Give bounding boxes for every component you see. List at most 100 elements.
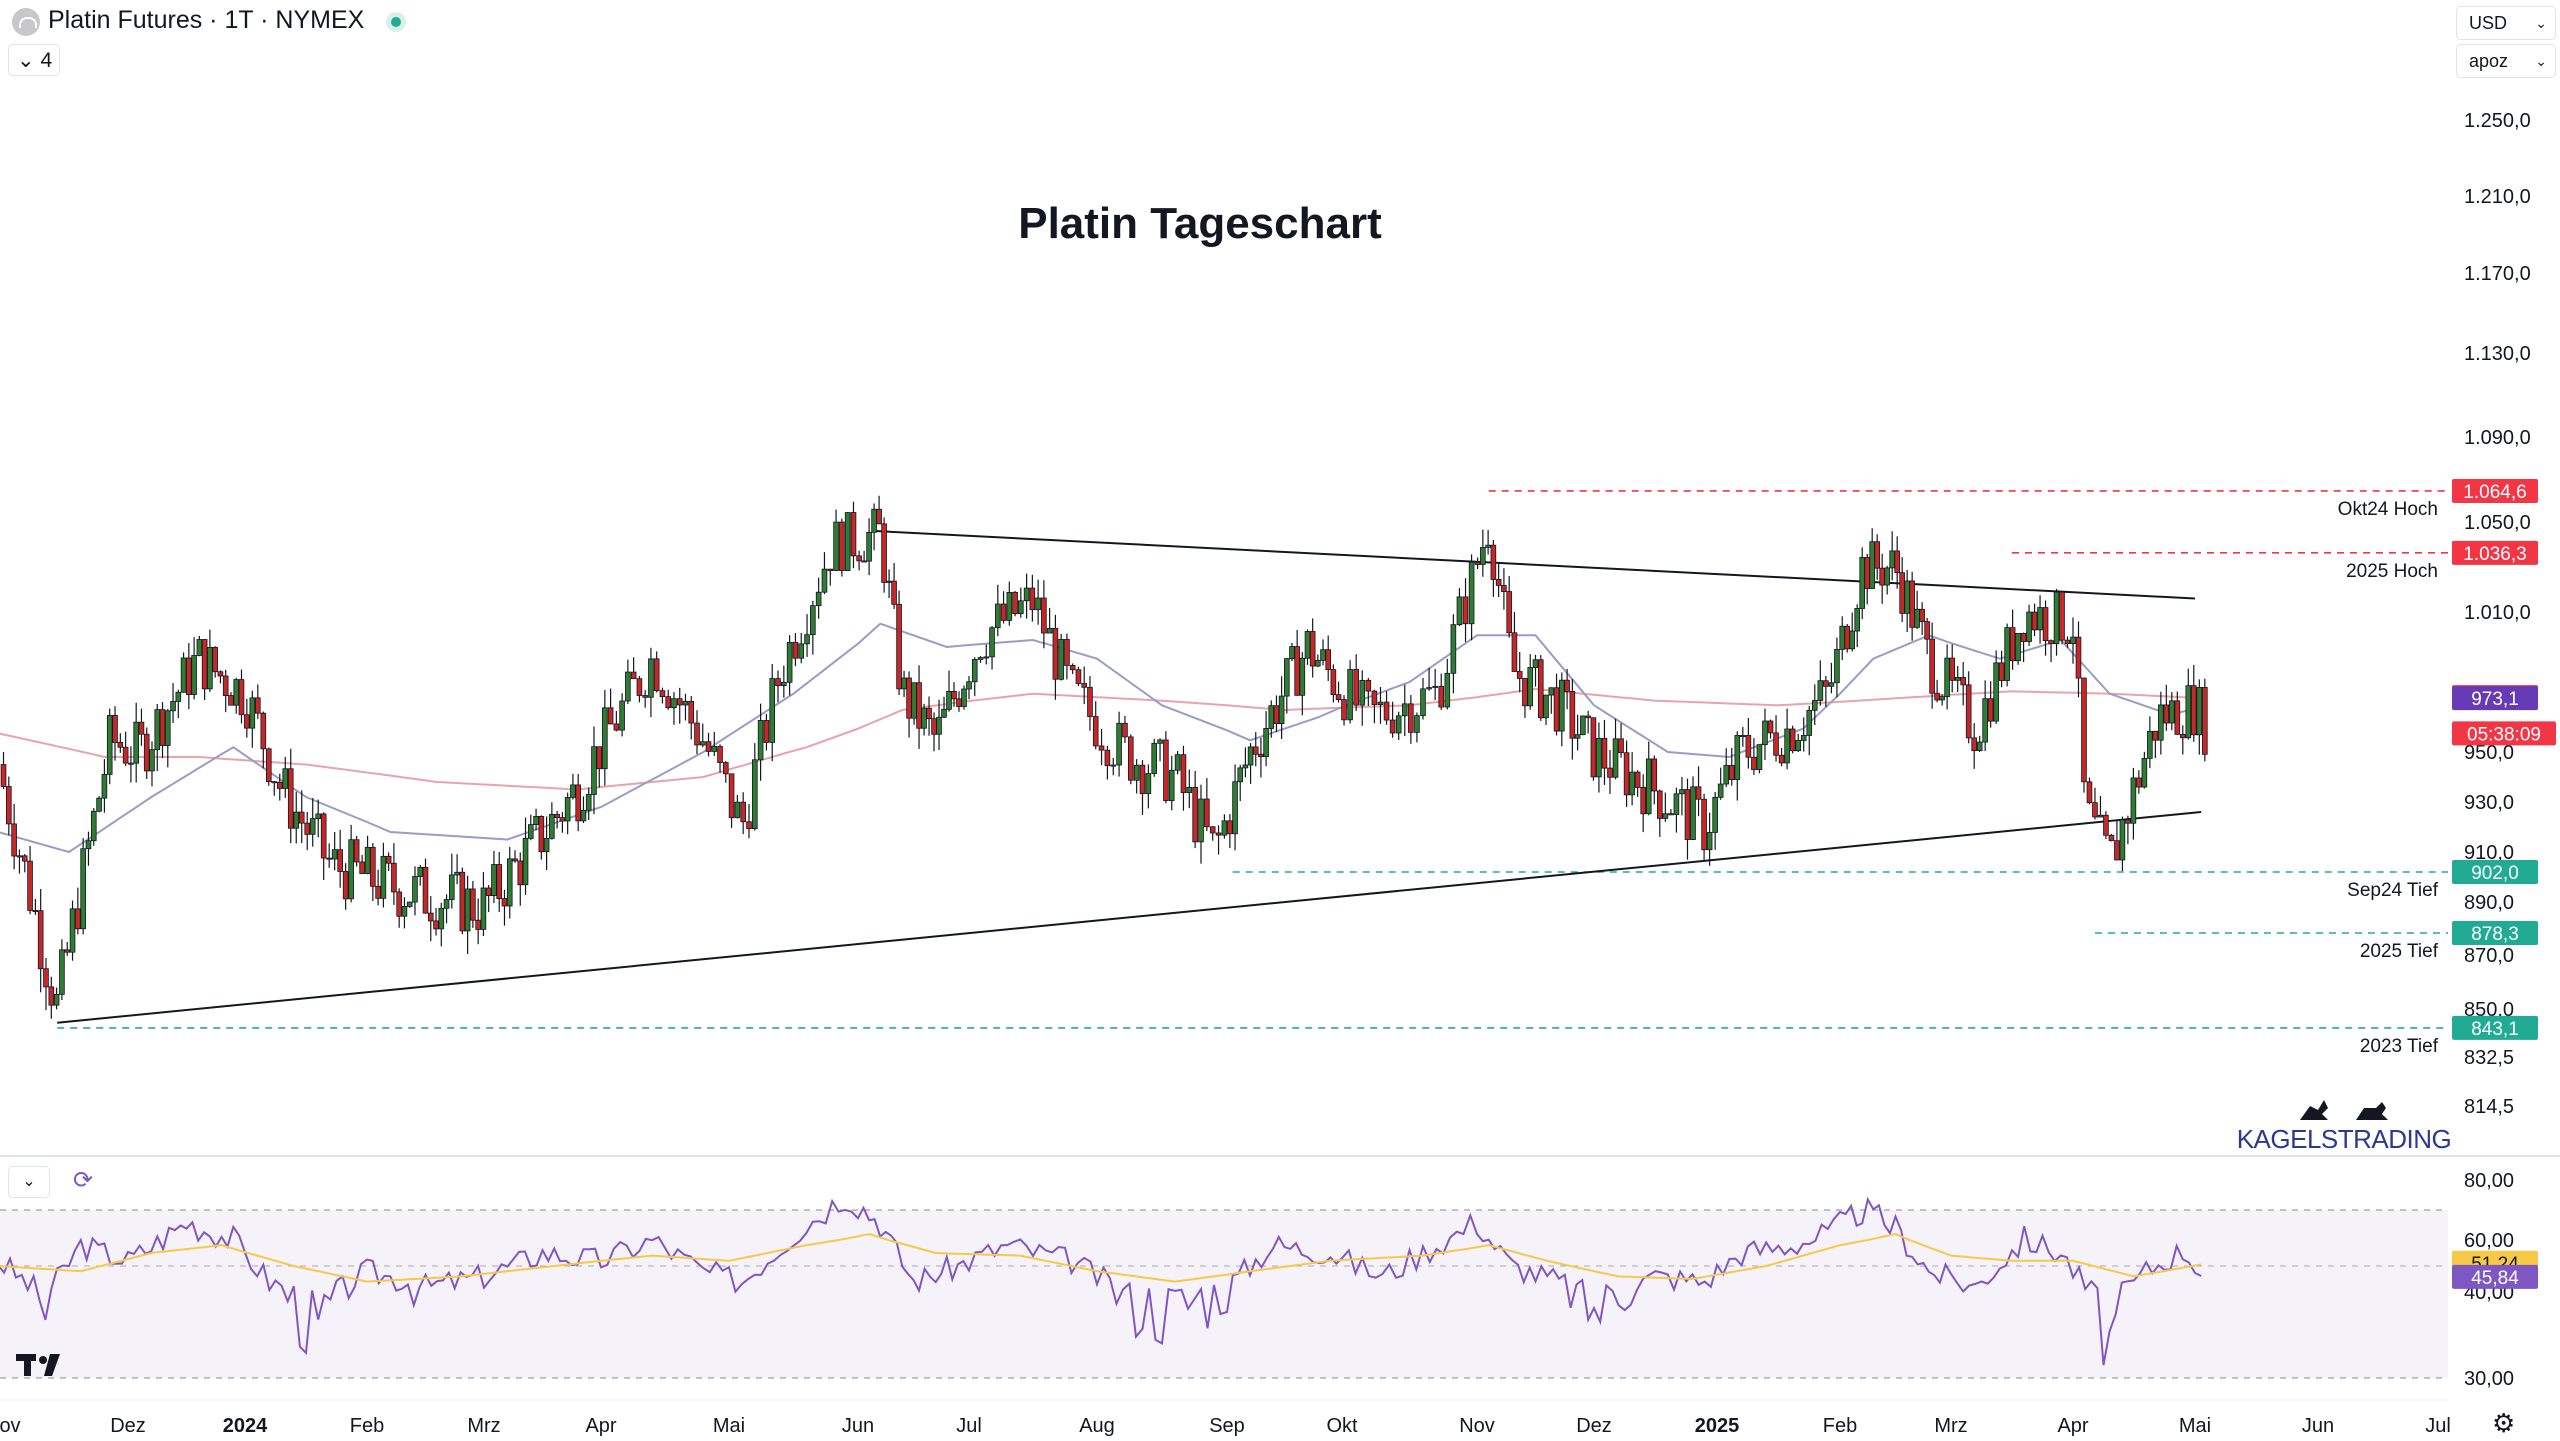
candle — [619, 700, 625, 731]
symbol-title[interactable]: Platin Futures · 1T · NYMEX — [48, 6, 365, 34]
candle — [2004, 627, 2010, 681]
candle — [1849, 630, 1856, 650]
candle — [1543, 694, 1549, 719]
candle — [591, 746, 597, 795]
candle — [2059, 591, 2065, 641]
scale-mode-select[interactable]: apoz ⌄ — [2456, 44, 2556, 78]
candle — [688, 700, 695, 724]
candle — [850, 512, 857, 557]
candle — [1377, 701, 1384, 705]
candle — [11, 823, 17, 857]
candle — [891, 580, 897, 605]
lower-trendline[interactable] — [57, 811, 2202, 1024]
candle — [1341, 699, 1347, 721]
candle — [1204, 798, 1210, 828]
candle — [717, 746, 723, 763]
candle — [636, 678, 643, 696]
candle — [1723, 765, 1730, 785]
candle — [1506, 591, 1512, 634]
candle — [2015, 632, 2021, 662]
bull-icon — [2300, 1100, 2328, 1120]
refresh-icon[interactable]: ⟳ — [72, 1167, 94, 1194]
ma-value-badge — [2452, 686, 2538, 711]
rsi-y-tick-label: 30,00 — [2464, 1368, 2514, 1390]
candle — [1909, 580, 1915, 628]
candle — [2136, 777, 2142, 788]
candle — [1480, 547, 1486, 565]
tradingview-logo[interactable] — [16, 1352, 66, 1380]
x-tick-label: Dez — [110, 1415, 146, 1437]
candle — [1828, 682, 1835, 687]
candle — [2114, 840, 2120, 861]
candle — [699, 741, 706, 746]
candle — [501, 898, 508, 907]
candle — [1426, 687, 1432, 690]
candle — [951, 690, 957, 700]
candle — [1976, 741, 1983, 751]
indicators-collapse-button[interactable]: ⌄ 4 — [8, 44, 60, 76]
candle — [16, 855, 23, 858]
candle — [911, 682, 917, 719]
candle — [1330, 669, 1337, 696]
candle — [2042, 607, 2049, 642]
upper-trendline[interactable] — [874, 530, 2196, 600]
candle — [916, 682, 922, 729]
candle — [1029, 587, 1036, 611]
currency-select[interactable]: USD ⌄ — [2456, 6, 2556, 40]
candle — [233, 679, 240, 706]
candle — [1553, 687, 1560, 732]
candle — [1701, 798, 1707, 851]
candle — [1000, 603, 1007, 621]
candle — [1180, 754, 1187, 794]
candle — [723, 762, 729, 775]
candle — [517, 860, 524, 886]
candle — [682, 700, 689, 706]
market-open-status-icon[interactable] — [386, 12, 406, 32]
candle — [1128, 736, 1134, 781]
candle — [353, 839, 360, 863]
symbol-logo-icon — [12, 8, 40, 36]
candle — [1192, 786, 1198, 843]
gear-icon[interactable]: ⚙ — [2492, 1408, 2516, 1438]
candle — [1353, 669, 1359, 706]
candle — [734, 801, 741, 819]
candle — [271, 781, 278, 784]
y-tick-label: 890,0 — [2464, 892, 2514, 914]
candle — [1740, 735, 1746, 738]
x-tick-label: Jul — [956, 1415, 982, 1437]
candle — [2185, 685, 2192, 739]
candle — [653, 658, 660, 692]
rsi-collapse-button[interactable]: ⌄ — [8, 1166, 50, 1198]
currency-label: USD — [2469, 13, 2508, 33]
candle — [642, 695, 648, 698]
candle — [876, 508, 882, 525]
candle — [1929, 638, 1935, 694]
candle — [180, 657, 187, 693]
candle — [1468, 561, 1475, 625]
candle — [2031, 611, 2038, 631]
candle — [207, 646, 213, 690]
candle — [1110, 764, 1117, 767]
candle — [1993, 662, 1999, 722]
candle — [1795, 740, 1801, 752]
candle — [798, 643, 805, 659]
candle — [1408, 703, 1414, 733]
candle — [117, 742, 124, 748]
watermark-text: KAGELSTRADING — [2237, 1124, 2452, 1154]
candle — [1122, 722, 1128, 738]
candle — [1844, 625, 1851, 650]
candle — [1806, 709, 1813, 736]
candle — [1762, 720, 1768, 746]
candle — [995, 603, 1001, 629]
candle — [827, 568, 834, 571]
candle — [37, 910, 44, 970]
candle — [1651, 758, 1658, 792]
candle — [1320, 649, 1326, 661]
candle — [485, 887, 492, 896]
level-okt24-hoch-caption: Okt24 Hoch — [2338, 499, 2438, 520]
level-2025-tief-badge-label: 878,3 — [2471, 924, 2519, 945]
candle — [931, 718, 937, 735]
candle — [370, 846, 376, 887]
candle — [1163, 739, 1169, 802]
